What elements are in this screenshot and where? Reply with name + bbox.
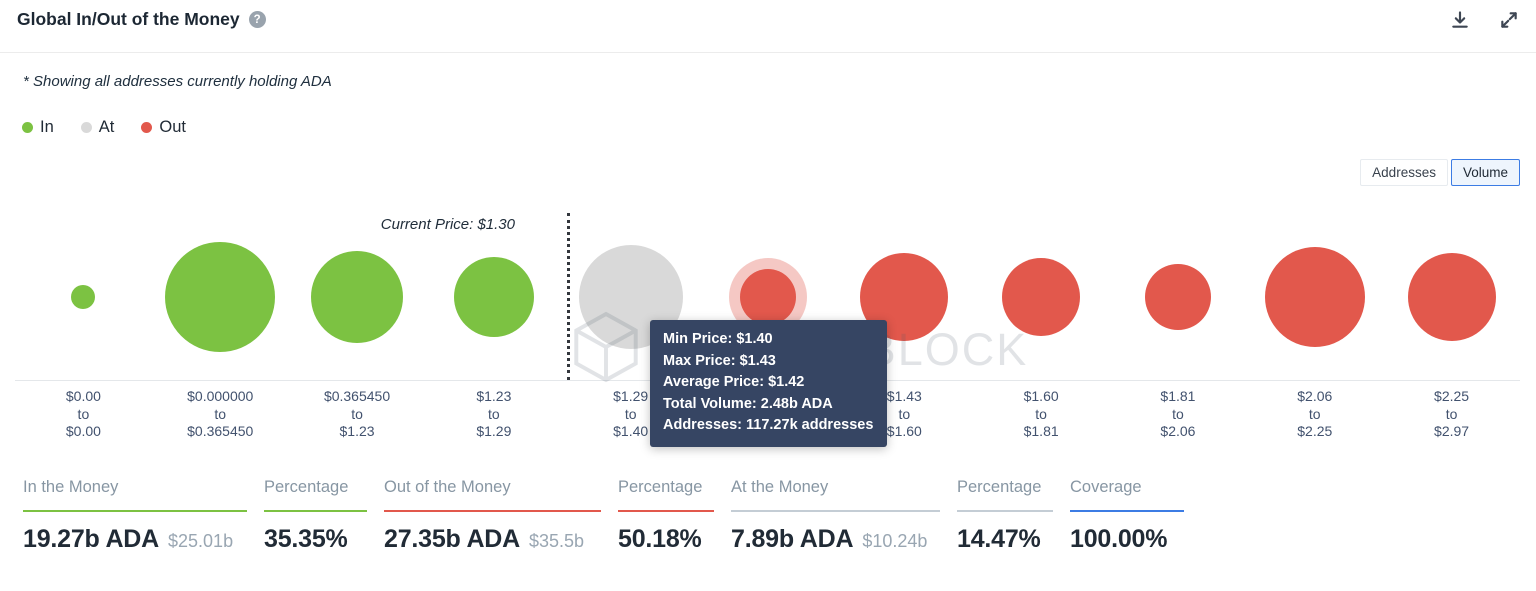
volume-toggle-button[interactable]: Volume <box>1450 159 1520 186</box>
bubble-out-2.06[interactable] <box>1264 247 1365 347</box>
stat-secondary-value: $35.5b <box>529 531 585 551</box>
stat-out-of-the-money: Out of the Money 27.35b ADA $35.5b <box>384 478 601 554</box>
current-price-line-icon <box>567 213 570 380</box>
help-icon[interactable]: ? <box>248 11 266 28</box>
stat-percentage: Percentage 14.47% <box>957 478 1053 554</box>
legend-label: In <box>40 118 54 136</box>
stat-at-the-money: At the Money 7.89b ADA $10.24b <box>731 478 940 554</box>
stat-percentage: Percentage 50.18% <box>618 478 714 554</box>
legend-item-at[interactable]: At <box>80 118 115 137</box>
bubble-out-2.25[interactable] <box>1407 253 1496 341</box>
stat-label: Out of the Money <box>384 478 511 496</box>
stat-value: 7.89b ADA <box>731 525 854 553</box>
stat-underline <box>384 510 601 512</box>
bubble-in-1.23[interactable] <box>453 257 534 337</box>
stat-in-the-money: In the Money 19.27b ADA $25.01b <box>23 478 247 554</box>
subtitle-note: * Showing all addresses currently holdin… <box>23 73 332 90</box>
stat-label: At the Money <box>731 478 829 496</box>
bubble-out-1.60[interactable] <box>1002 258 1081 336</box>
bubble-out-1.81[interactable] <box>1144 264 1211 330</box>
summary-stats: In the Money 19.27b ADA $25.01b Percentage 3… <box>23 478 1184 554</box>
stat-secondary-value: $25.01b <box>168 531 234 551</box>
legend-item-in[interactable]: In <box>22 118 54 137</box>
stat-underline <box>618 510 714 512</box>
bubble-chart: Current Price: $1.30 INTOTHEBLOCK $0.00t… <box>15 200 1520 460</box>
stat-value: 100.00% <box>1070 525 1168 553</box>
page-title: Global In/Out of the Money <box>17 9 240 29</box>
stat-label: Percentage <box>264 478 349 496</box>
tooltip-row: Addresses: 117.27k addresses <box>663 417 874 433</box>
in-legend-dot-icon <box>22 122 33 133</box>
stat-label: Percentage <box>957 478 1042 496</box>
stat-label: In the Money <box>23 478 119 496</box>
tooltip-row: Average Price: $1.42 <box>663 374 805 390</box>
stat-label: Percentage <box>618 478 703 496</box>
tooltip-row: Max Price: $1.43 <box>663 352 776 369</box>
expand-icon[interactable] <box>1499 10 1519 30</box>
download-icon[interactable] <box>1450 10 1470 30</box>
tooltip-row: Total Volume: 2.48b ADA <box>663 395 833 412</box>
stat-percentage: Percentage 35.35% <box>264 478 367 554</box>
bubble-out-1.40[interactable] <box>739 269 796 325</box>
stat-coverage: Coverage 100.00% <box>1070 478 1184 554</box>
stat-value: 50.18% <box>618 525 702 553</box>
header-actions <box>1450 10 1519 30</box>
bubble-in-0.00[interactable] <box>71 285 96 309</box>
stat-underline <box>1070 510 1184 512</box>
stat-secondary-value: $10.24b <box>862 531 928 551</box>
stat-underline <box>731 510 940 512</box>
view-toggle: Addresses Volume <box>1360 159 1520 186</box>
stat-underline <box>264 510 367 512</box>
stat-value: 35.35% <box>264 525 348 553</box>
addresses-toggle-button[interactable]: Addresses <box>1360 159 1448 186</box>
out-legend-dot-icon <box>141 122 153 133</box>
current-price-annotation: Current Price: $1.30 <box>380 216 515 233</box>
legend-label: Out <box>159 118 186 136</box>
stat-underline <box>957 510 1053 512</box>
stat-label: Coverage <box>1070 478 1142 496</box>
stat-value: 27.35b ADA <box>384 525 521 553</box>
stat-value: 19.27b ADA <box>23 525 160 553</box>
legend-item-out[interactable]: Out <box>141 118 186 137</box>
at-legend-dot-icon <box>80 122 92 133</box>
widget-header: Global In/Out of the Money ? <box>0 0 1536 53</box>
stat-value: 14.47% <box>957 525 1041 553</box>
tooltip-row: Min Price: $1.40 <box>663 331 773 347</box>
legend: In At Out <box>22 118 186 137</box>
stat-underline <box>23 510 247 512</box>
bubble-in-0.365450[interactable] <box>311 251 404 343</box>
chart-tooltip: Min Price: $1.40 Max Price: $1.43 Average … <box>650 320 887 447</box>
bubble-in-0.000000[interactable] <box>165 242 276 352</box>
legend-label: At <box>98 118 115 136</box>
